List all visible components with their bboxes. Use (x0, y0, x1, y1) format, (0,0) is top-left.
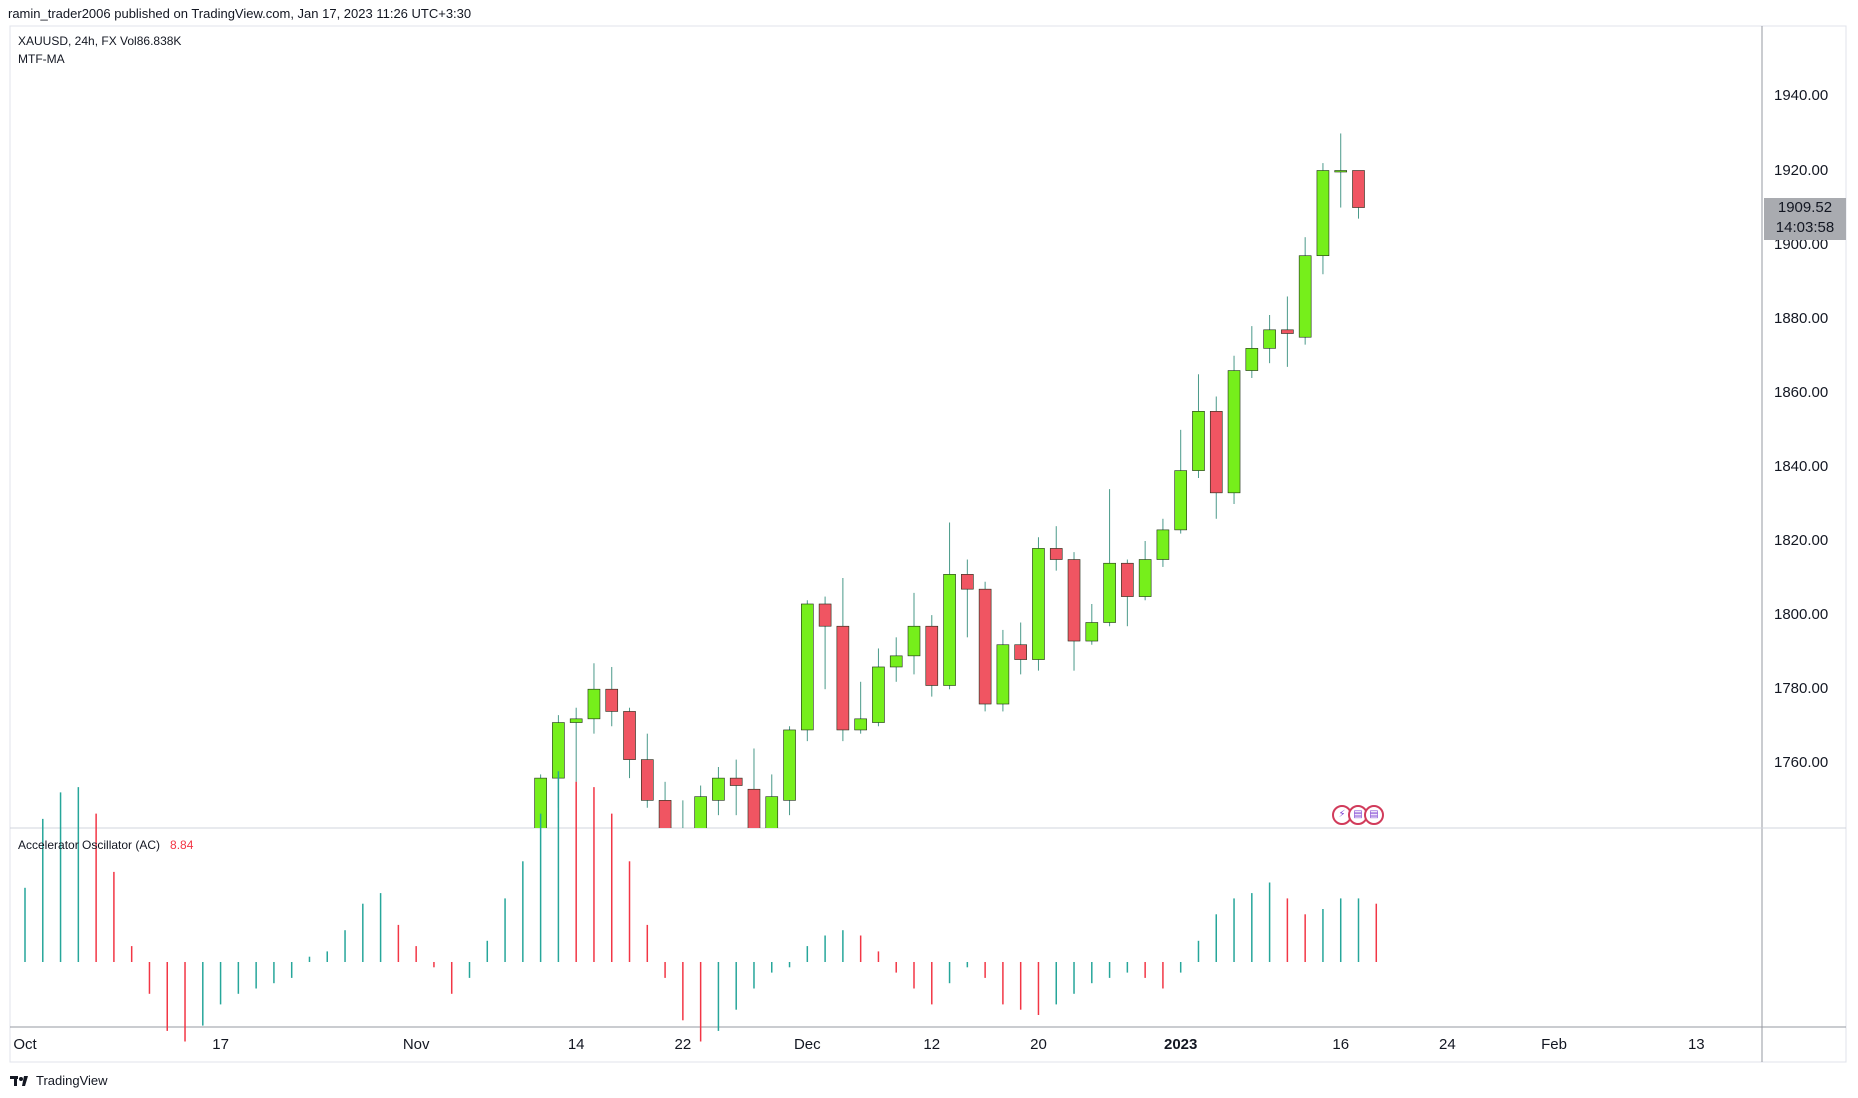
current-price: 1909.52 (1777, 199, 1833, 216)
oscillator-value: 8.84 (170, 838, 194, 852)
candles (534, 133, 1365, 844)
symbol-label: XAUUSD, 24h, FX Vol86.838K (18, 34, 182, 48)
candle-up (534, 777, 547, 828)
time-tick-label: 22 (674, 1036, 692, 1053)
time-tick-label: 24 (1439, 1036, 1456, 1053)
time-tick-label: Nov (402, 1036, 430, 1053)
candle-down (818, 603, 832, 627)
candle-up (996, 644, 1010, 705)
candle-up (694, 796, 707, 828)
publish-header: ramin_trader2006 published on TradingVie… (8, 6, 472, 21)
candle-up (1103, 562, 1116, 623)
candle-up (677, 837, 689, 844)
candle-down (1352, 170, 1365, 208)
candle-up (712, 777, 725, 801)
candle-down (961, 574, 974, 590)
candle-up (889, 655, 903, 668)
candle-down (1049, 548, 1063, 560)
time-tick-label: 13 (1687, 1036, 1705, 1053)
candle-up (1156, 529, 1170, 560)
candle-up (1138, 559, 1152, 597)
candle-up (1263, 329, 1276, 349)
candle-up (801, 603, 814, 731)
bar-countdown: 14:03:58 (1775, 219, 1835, 236)
candle-up (1245, 348, 1259, 371)
candle-up (569, 718, 583, 723)
oscillator-label: Accelerator Oscillator (AC) 8.84 (18, 838, 193, 852)
time-tick-label: 12 (923, 1036, 941, 1053)
price-tick-label: 1800.00 (1774, 606, 1829, 624)
candle-down (1281, 329, 1294, 334)
candle-down (640, 759, 654, 801)
candle-down (658, 800, 672, 828)
candle-up (872, 666, 885, 723)
time-tick-label: 14 (567, 1036, 585, 1053)
candle-up (783, 729, 796, 801)
candle-down (1067, 559, 1081, 642)
candle-up (1334, 170, 1348, 173)
price-tick-label: 1920.00 (1774, 161, 1829, 179)
candle-up (1192, 411, 1205, 471)
candle-down (623, 711, 636, 760)
candle-down (978, 588, 992, 705)
candle-up (1032, 548, 1045, 660)
candle-up (1298, 255, 1312, 338)
price-tick-label: 1820.00 (1774, 532, 1829, 549)
footer: TradingView (10, 1073, 108, 1088)
candle-up (552, 722, 565, 779)
candle-down (1014, 644, 1027, 660)
candle-up (587, 688, 601, 720)
candle-down (605, 688, 619, 712)
us-flag-icon-2[interactable]: ▤ (1364, 805, 1384, 825)
current-price-badge: 1909.52 14:03:58 (1764, 198, 1846, 240)
candle-down (1121, 562, 1134, 597)
candle-up (1085, 622, 1099, 642)
time-tick-label: Dec (793, 1036, 821, 1053)
candle-down (925, 625, 939, 686)
oscillator-name: Accelerator Oscillator (AC) (18, 838, 161, 852)
lightning-icon[interactable]: ⚡ (1332, 805, 1352, 825)
chart-frame (9, 25, 1847, 1063)
price-tick-label: 1940.00 (1774, 87, 1829, 105)
indicator-label: MTF-MA (18, 52, 65, 66)
candle-down (747, 788, 761, 828)
candle-up (907, 625, 921, 657)
candle-up (943, 574, 956, 686)
candle-up (1174, 470, 1187, 531)
candle-up (854, 718, 867, 731)
time-tick-label: Oct (13, 1036, 37, 1053)
candle-up (765, 796, 779, 828)
event-icons[interactable]: ⚡ ▤ ▤ (1332, 805, 1384, 825)
time-tick-label: 16 (1332, 1036, 1350, 1053)
price-tick-label: 1840.00 (1774, 457, 1829, 475)
time-tick-label: 17 (212, 1036, 229, 1053)
price-tick-label: 1780.00 (1774, 680, 1829, 698)
time-tick-label: 2023 (1164, 1036, 1198, 1053)
candle-down (1209, 411, 1223, 494)
tradingview-logo-icon (10, 1075, 28, 1086)
time-tick-label: Feb (1541, 1036, 1568, 1053)
price-tick-label: 1860.00 (1774, 383, 1829, 401)
candle-up (1227, 370, 1241, 494)
price-tick-label: 1880.00 (1774, 309, 1829, 327)
candle-up (1316, 170, 1330, 257)
candle-down (836, 625, 850, 731)
price-tick-label: 1760.00 (1774, 754, 1829, 772)
footer-brand: TradingView (36, 1073, 108, 1088)
candle-down (729, 777, 743, 786)
time-tick-label: 20 (1030, 1036, 1047, 1053)
